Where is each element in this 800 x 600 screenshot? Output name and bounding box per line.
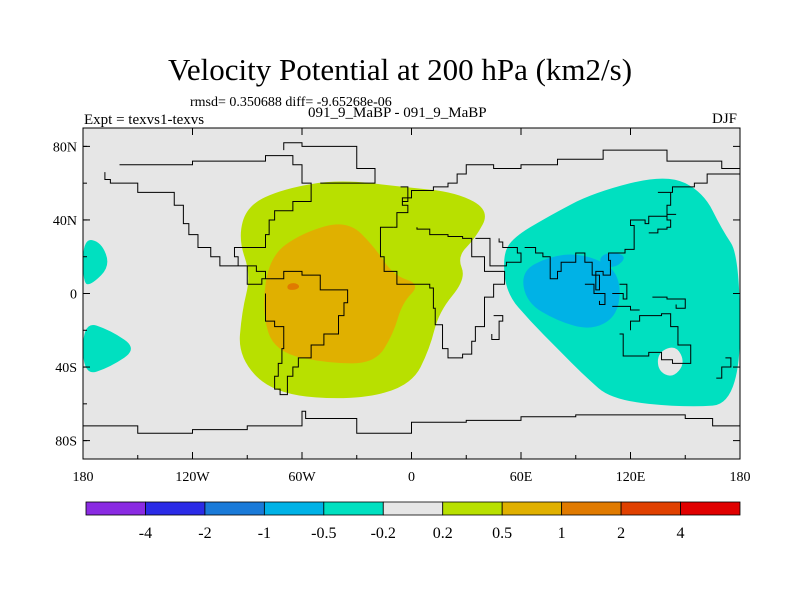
right-label: DJF [712,111,738,127]
colorbar-swatch [204,501,265,516]
coastline-10 [612,283,628,300]
colorbar-swatch [561,501,622,516]
contour-region-positive-0.5-1 [264,224,416,364]
colorbar-swatch [263,501,325,516]
coastline-15 [400,186,409,203]
colorbar-label: 0.5 [492,525,512,542]
x-tick-label: 180 [730,470,751,485]
coastline-13 [83,410,740,434]
colorbar-swatch [442,501,503,516]
colorbar-label: -4 [139,525,152,542]
colorbar-label: 2 [617,525,625,542]
colorbar-label: -2 [198,525,211,542]
x-tick-label: 120W [175,470,210,485]
coastline-9 [612,305,640,311]
colorbar-label: 0.2 [433,525,453,542]
colorbar-label: -0.2 [371,525,396,542]
coastline-16 [652,296,686,309]
colorbar-swatch [680,501,741,516]
coastline-5 [475,237,522,267]
center-label: 091_9_MaBP - 091_9_MaBP [308,105,487,121]
coastline-8 [584,283,606,306]
x-tick-label: 60W [288,470,316,485]
coastline-2 [283,142,376,184]
coastline-7 [619,313,692,364]
y-tick-label: 40S [55,361,77,376]
left-label: Expt = texvs1-texvs [84,112,205,128]
y-tick-label: 40N [53,214,77,229]
coastline-14 [491,315,504,340]
y-tick-label: 80S [55,435,77,450]
contour-region-positive-1-2 [287,283,300,290]
colorbar-label: 4 [677,525,685,542]
y-tick-label: 0 [70,288,77,303]
colorbar-swatch [85,501,146,516]
x-tick-label: 0 [408,470,415,485]
x-tick-label: 60E [510,470,533,485]
x-tick-label: 180 [73,470,94,485]
colorbar-label: -1 [258,525,271,542]
colorbar-label: -0.5 [311,525,336,542]
contour-gap-south-pacific [657,347,683,376]
contour-region-negative-east [504,178,740,407]
stats-label: rmsd= 0.350688 diff= -9.65268e-06 [190,95,392,110]
colorbar-label: 1 [558,525,566,542]
x-tick-label: 120E [616,470,646,485]
colorbar-swatch [382,501,444,516]
chart-title: Velocity Potential at 200 hPa (km2/s) [167,52,633,87]
contour-region-negative-indonesia-core [600,252,624,267]
coastline-11 [648,213,677,234]
colorbar-swatch [620,501,681,516]
coastline-4 [379,226,506,359]
coastline-0 [104,155,312,285]
contour-region-negative-west-south [83,325,131,373]
coastline-1 [265,270,349,396]
contour-region-negative-west-north [83,240,108,285]
coastline-6 [524,173,740,291]
colorbar-swatch [501,501,563,516]
coastline-12 [716,357,732,379]
colorbar-swatch [323,501,384,516]
coastline-3 [393,149,740,228]
colorbar-swatch [145,501,206,516]
y-tick-label: 80N [53,140,77,155]
